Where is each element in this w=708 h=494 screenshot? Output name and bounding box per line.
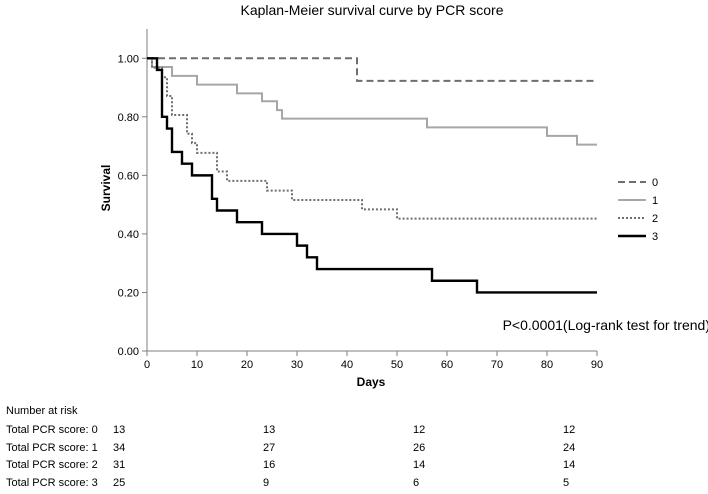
risk-cell: 12 <box>563 424 576 436</box>
risk-row-label: Total PCR score: 0 <box>6 424 98 436</box>
axis-x-label: Days <box>357 375 386 389</box>
risk-cell: 27 <box>263 441 276 454</box>
risk-cell: 25 <box>113 477 126 490</box>
risk-row-score-3: Total PCR score: 3 25 9 6 5 <box>0 477 708 494</box>
risk-table: Number at risk Total PCR score: 0 13 13 12 1… <box>0 400 708 492</box>
y-tick-label: 0.40 <box>118 229 139 241</box>
risk-cell: 12 <box>413 424 426 436</box>
y-tick-label: 0.20 <box>118 287 139 299</box>
y-tick-label: 0.60 <box>118 170 139 182</box>
risk-cell: 31 <box>113 459 126 472</box>
risk-cell: 14 <box>413 459 426 472</box>
risk-cell: 13 <box>113 424 126 436</box>
chart-title: Kaplan-Meier survival curve by PCR score <box>241 2 504 18</box>
km-curve-score-2 <box>147 57 597 220</box>
risk-cell: 16 <box>263 459 276 472</box>
risk-table-header: Number at risk <box>6 405 78 417</box>
y-tick-label: 1.00 <box>118 53 139 65</box>
x-tick-label: 90 <box>591 359 603 371</box>
risk-row-label: Total PCR score: 2 <box>6 459 98 472</box>
x-tick-label: 20 <box>241 359 253 371</box>
legend-label-0: 0 <box>652 177 658 189</box>
km-curve-score-0 <box>147 57 597 82</box>
plot-area <box>147 57 597 294</box>
x-tick-label: 50 <box>391 359 403 371</box>
legend-label-3: 3 <box>652 231 658 243</box>
y-tick-label: 0.80 <box>118 112 139 124</box>
km-curve-score-1 <box>147 57 597 146</box>
risk-cell: 14 <box>563 459 576 472</box>
chart-axes: 0.00 0.20 0.40 0.60 0.80 1.00 0 10 20 30 40 50 60 70 8… <box>118 29 603 371</box>
risk-row-label: Total PCR score: 1 <box>6 441 98 454</box>
risk-cell: 24 <box>563 441 576 454</box>
risk-row-label: Total PCR score: 3 <box>6 477 98 490</box>
risk-cell: 26 <box>413 441 426 454</box>
km-curve-score-3 <box>147 57 597 294</box>
x-tick-label: 70 <box>491 359 503 371</box>
risk-row-score-0: Total PCR score: 0 13 13 12 12 <box>0 424 708 441</box>
x-tick-label: 30 <box>291 359 303 371</box>
risk-cell: 6 <box>413 477 420 490</box>
y-tick-label: 0.00 <box>118 346 139 358</box>
risk-cell: 5 <box>563 477 570 490</box>
risk-cell: 9 <box>263 477 270 490</box>
km-chart: Kaplan-Meier survival curve by PCR score… <box>99 2 708 389</box>
risk-row-score-2: Total PCR score: 2 31 16 14 14 <box>0 459 708 476</box>
axis-y-label: Survival <box>99 165 113 212</box>
x-tick-label: 80 <box>541 359 553 371</box>
p-value-annotation: P<0.0001(Log-rank test for trend) <box>503 317 708 333</box>
risk-row-score-1: Total PCR score: 1 34 27 26 24 <box>0 442 708 459</box>
x-tick-label: 0 <box>144 359 150 371</box>
legend-label-1: 1 <box>652 195 658 207</box>
x-tick-label: 10 <box>191 359 203 371</box>
x-tick-label: 40 <box>341 359 353 371</box>
risk-cell: 34 <box>113 441 126 454</box>
legend-label-2: 2 <box>652 213 658 225</box>
x-tick-label: 60 <box>441 359 453 371</box>
chart-legend: 0 1 2 3 <box>618 177 658 243</box>
risk-cell: 13 <box>263 424 276 436</box>
